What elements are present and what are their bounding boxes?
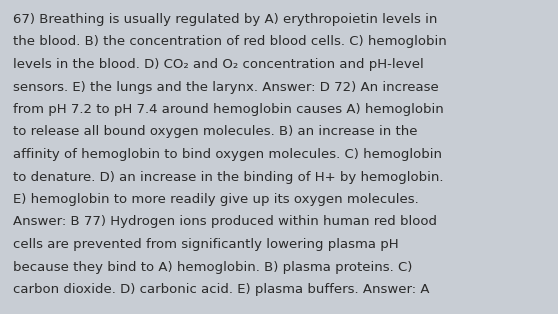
Text: E) hemoglobin to more readily give up its oxygen molecules.: E) hemoglobin to more readily give up it… (13, 193, 418, 206)
Text: Answer: B 77) Hydrogen ions produced within human red blood: Answer: B 77) Hydrogen ions produced wit… (13, 215, 437, 229)
Text: to release all bound oxygen molecules. B) an increase in the: to release all bound oxygen molecules. B… (13, 126, 417, 138)
Text: the blood. B) the concentration of red blood cells. C) hemoglobin: the blood. B) the concentration of red b… (13, 35, 447, 48)
Text: to denature. D) an increase in the binding of H+ by hemoglobin.: to denature. D) an increase in the bindi… (13, 171, 444, 183)
Text: cells are prevented from significantly lowering plasma pH: cells are prevented from significantly l… (13, 238, 398, 251)
Text: from pH 7.2 to pH 7.4 around hemoglobin causes A) hemoglobin: from pH 7.2 to pH 7.4 around hemoglobin … (13, 103, 444, 116)
Text: 67) Breathing is usually regulated by A) erythropoietin levels in: 67) Breathing is usually regulated by A)… (13, 13, 437, 26)
Text: sensors. E) the lungs and the larynx. Answer: D 72) An increase: sensors. E) the lungs and the larynx. An… (13, 80, 439, 94)
Text: levels in the blood. D) CO₂ and O₂ concentration and pH-level: levels in the blood. D) CO₂ and O₂ conce… (13, 58, 424, 71)
Text: affinity of hemoglobin to bind oxygen molecules. C) hemoglobin: affinity of hemoglobin to bind oxygen mo… (13, 148, 442, 161)
Text: carbon dioxide. D) carbonic acid. E) plasma buffers. Answer: A: carbon dioxide. D) carbonic acid. E) pla… (13, 283, 430, 296)
Text: because they bind to A) hemoglobin. B) plasma proteins. C): because they bind to A) hemoglobin. B) p… (13, 261, 412, 273)
